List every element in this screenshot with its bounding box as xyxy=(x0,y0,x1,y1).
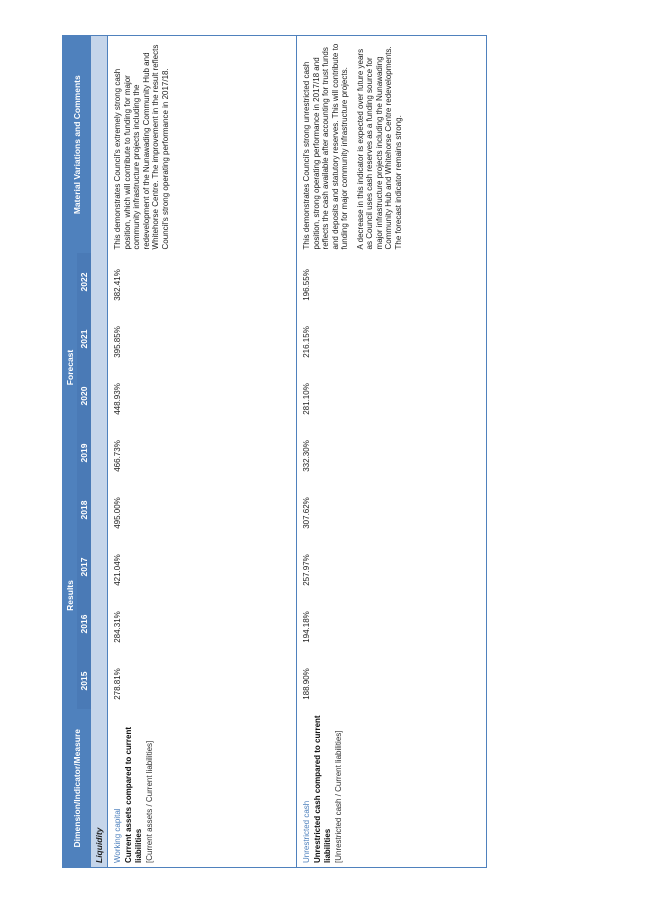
measure-title: Unrestricted cash xyxy=(302,800,311,863)
liquidity-table: Dimension/Indicator/Measure Results Fore… xyxy=(62,34,487,868)
value-cell: 466.73% xyxy=(107,424,297,482)
measure-formula: [Unrestricted cash / Current liabilities… xyxy=(333,730,343,864)
measure-formula: [Current assets / Current liabilities] xyxy=(144,740,154,863)
value-cell: 278.81% xyxy=(107,652,297,710)
value-cell: 188.90% xyxy=(302,668,311,700)
measure-cell: Unrestricted cash Unrestricted cash comp… xyxy=(297,710,487,868)
year-header: 2015 xyxy=(77,652,91,710)
year-header: 2018 xyxy=(77,481,91,539)
measure-subtitle: Unrestricted cash compared to current li… xyxy=(312,715,333,863)
value-cell: 284.31% xyxy=(107,595,297,653)
value-cell: 395.85% xyxy=(107,310,297,368)
value-cell: 216.15% xyxy=(302,326,311,358)
section-liquidity: Liquidity xyxy=(91,35,108,868)
measure-title: Working capital xyxy=(113,808,122,863)
measure-subtitle: Current assets compared to current liabi… xyxy=(123,726,144,863)
rotated-page: Dimension/Indicator/Measure Results Fore… xyxy=(62,34,487,868)
comment-paragraph: A decrease in this indicator is expected… xyxy=(355,46,403,250)
comment-paragraph: This demonstrates Council's extremely st… xyxy=(113,44,170,250)
table-row: Working capital Current assets compared … xyxy=(107,35,297,868)
results-header: Results xyxy=(62,481,77,710)
value-cell: 421.04% xyxy=(107,538,297,596)
comment-cell: This demonstrates Council's extremely st… xyxy=(107,35,297,254)
table-row: Unrestricted cash Unrestricted cash comp… xyxy=(297,35,487,867)
value-cell: 448.93% xyxy=(107,367,297,425)
value-cell: 332.30% xyxy=(302,440,311,472)
forecast-header: Forecast xyxy=(62,253,77,482)
value-cell: 196.55% xyxy=(302,269,311,301)
value-cell: 257.97% xyxy=(302,554,311,586)
dimension-header: Dimension/Indicator/Measure xyxy=(62,709,91,868)
value-cell: 194.18% xyxy=(302,611,311,643)
comment-paragraph: This demonstrates Council's strong unres… xyxy=(302,43,350,250)
year-header: 2016 xyxy=(77,595,91,653)
value-cell: 495.00% xyxy=(107,481,297,539)
comment-cell: This demonstrates Council's strong unres… xyxy=(297,35,487,253)
year-header: 2020 xyxy=(77,367,91,425)
comments-header: Material Variations and Comments xyxy=(62,35,91,254)
value-cell: 382.41% xyxy=(107,253,297,311)
year-header: 2021 xyxy=(77,310,91,368)
value-cell: 281.10% xyxy=(302,383,311,415)
value-cell: 307.62% xyxy=(302,497,311,529)
year-header: 2017 xyxy=(77,538,91,596)
year-header: 2019 xyxy=(77,424,91,482)
year-header: 2022 xyxy=(77,253,91,311)
measure-cell: Working capital Current assets compared … xyxy=(107,709,297,868)
